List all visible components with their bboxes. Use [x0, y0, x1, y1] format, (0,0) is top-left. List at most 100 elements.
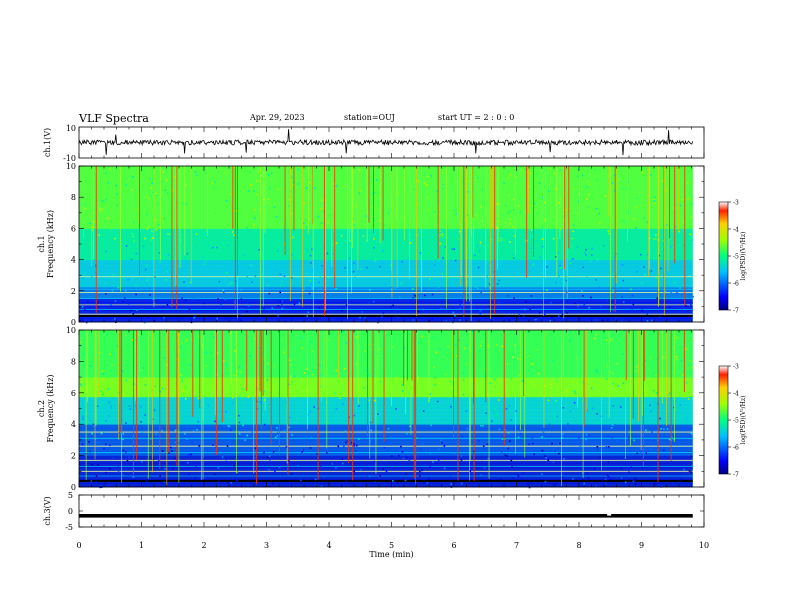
- spectral-speckle: [114, 184, 117, 187]
- spectral-speckle: [96, 384, 99, 387]
- spectral-speckle: [110, 303, 112, 306]
- spectral-speckle: [507, 177, 510, 179]
- spectral-speckle: [466, 281, 468, 284]
- frequency-band: [79, 197, 693, 202]
- spectral-speckle: [541, 238, 544, 240]
- spectral-speckle: [586, 206, 589, 209]
- spectral-speckle: [585, 438, 587, 441]
- spectral-speckle: [153, 345, 155, 348]
- spectral-speckle: [166, 192, 169, 195]
- spectral-speckle: [306, 250, 309, 252]
- spectral-speckle: [645, 393, 647, 396]
- spectral-speckle: [100, 421, 103, 424]
- spectral-speckle: [108, 415, 110, 417]
- spectral-speckle: [266, 456, 269, 459]
- spectral-speckle: [586, 275, 588, 278]
- spectral-speckle: [432, 461, 434, 463]
- spectral-speckle: [362, 257, 365, 260]
- spectral-speckle: [460, 455, 463, 458]
- spectral-speckle: [591, 407, 594, 410]
- spectral-speckle: [677, 316, 680, 319]
- spectral-speckle: [303, 222, 305, 224]
- spectral-speckle: [99, 404, 102, 406]
- spectral-speckle: [507, 421, 510, 423]
- spectral-speckle: [166, 270, 169, 273]
- spectral-speckle: [363, 316, 366, 319]
- spectral-speckle: [367, 302, 370, 304]
- spectral-speckle: [353, 224, 355, 227]
- spectral-speckle: [612, 382, 614, 385]
- spectral-speckle: [109, 168, 111, 170]
- spectral-speckle: [595, 207, 598, 210]
- spectral-speckle: [513, 297, 516, 299]
- spectral-speckle: [598, 286, 600, 289]
- spectral-speckle: [542, 180, 544, 182]
- spectrogram-ytick-label: 10: [66, 326, 76, 335]
- spectral-speckle: [239, 319, 241, 321]
- spectral-speckle: [679, 204, 682, 207]
- spectral-speckle: [313, 187, 316, 190]
- spectral-speckle: [345, 304, 348, 307]
- spectral-speckle: [193, 317, 195, 319]
- spectral-speckle: [438, 286, 440, 288]
- spectral-speckle: [241, 391, 243, 394]
- spectral-speckle: [226, 445, 229, 447]
- spectral-speckle: [387, 212, 389, 214]
- spectral-speckle: [386, 215, 388, 218]
- spectrogram-ytick-label: 6: [71, 224, 76, 233]
- spectral-speckle: [471, 224, 474, 227]
- frequency-band: [79, 212, 693, 218]
- spectral-speckle: [353, 262, 355, 264]
- spectral-speckle: [421, 469, 423, 472]
- spectral-speckle: [483, 448, 486, 450]
- date-label: Apr. 29, 2023: [250, 113, 305, 122]
- spectral-speckle: [111, 352, 113, 355]
- spectral-speckle: [531, 362, 534, 365]
- spectral-speckle: [351, 220, 354, 223]
- spectral-speckle: [204, 172, 207, 174]
- spectral-speckle: [612, 372, 615, 375]
- spectral-speckle: [283, 430, 285, 432]
- ch3-waveform-trace: [79, 514, 693, 518]
- x-tick-label: 1: [139, 541, 144, 550]
- spectral-speckle: [279, 300, 282, 303]
- spectral-speckle: [148, 333, 151, 335]
- spectral-speckle: [559, 228, 562, 231]
- spectral-speckle: [158, 252, 161, 254]
- spectral-speckle: [446, 349, 448, 351]
- spectral-speckle: [310, 283, 312, 286]
- spectral-speckle: [528, 185, 530, 187]
- spectral-speckle: [164, 209, 167, 212]
- frequency-band: [79, 201, 693, 206]
- spectral-speckle: [601, 319, 603, 322]
- spectral-speckle: [551, 359, 554, 362]
- spectral-speckle: [275, 268, 278, 271]
- spectral-speckle: [240, 289, 243, 291]
- spectral-speckle: [559, 169, 562, 172]
- spectral-speckle: [594, 239, 597, 242]
- spectral-speckle: [183, 281, 185, 283]
- spectral-speckle: [575, 186, 578, 189]
- spectral-speckle: [122, 433, 125, 435]
- spectral-speckle: [154, 341, 157, 344]
- spectral-speckle: [613, 190, 616, 192]
- dark-band: [79, 314, 693, 317]
- frequency-band: [79, 392, 693, 398]
- spectral-speckle: [508, 405, 510, 407]
- spectral-speckle: [384, 358, 387, 360]
- spectral-speckle: [573, 390, 576, 393]
- spectral-speckle: [133, 383, 135, 385]
- spectral-speckle: [352, 218, 355, 220]
- spectral-speckle: [572, 478, 574, 480]
- spectral-speckle: [660, 427, 662, 430]
- spectral-speckle: [163, 481, 166, 484]
- spectral-speckle: [658, 254, 661, 257]
- spectral-speckle: [152, 458, 154, 461]
- spectral-speckle: [203, 263, 206, 266]
- spectral-speckle: [450, 405, 452, 408]
- spectral-speckle: [610, 170, 613, 172]
- spectrogram-channel-label: ch.2: [37, 400, 46, 417]
- spectral-speckle: [216, 265, 218, 268]
- spectral-speckle: [240, 308, 243, 310]
- spectral-speckle: [608, 409, 611, 412]
